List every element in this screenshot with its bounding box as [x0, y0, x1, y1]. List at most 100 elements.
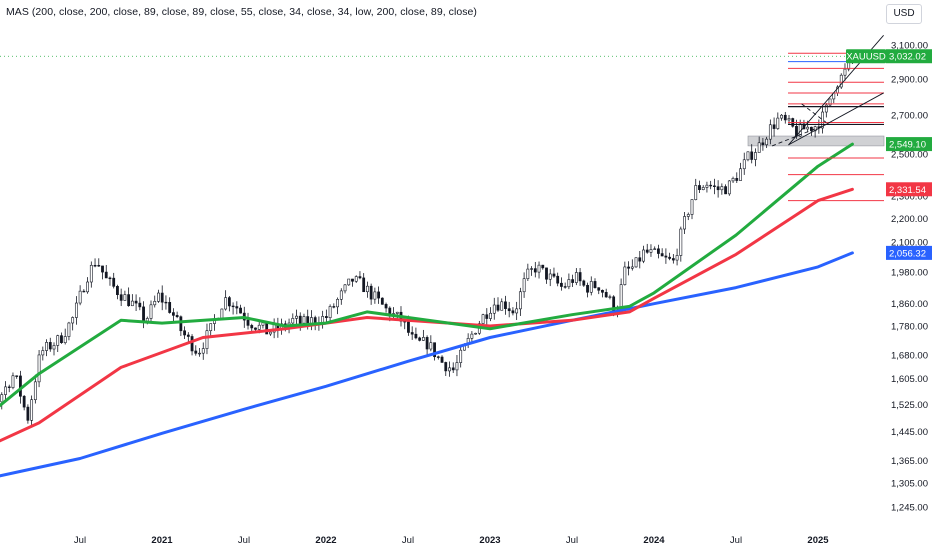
candle-body — [511, 310, 515, 314]
y-axis-tick-label: 1,860.00 — [891, 299, 928, 310]
candle-body — [291, 318, 295, 324]
candle-body — [384, 304, 388, 309]
candle-body — [19, 375, 22, 397]
candle-body — [436, 356, 440, 358]
candle-body — [175, 315, 179, 318]
level-lines-layer — [771, 34, 884, 202]
candle-body — [649, 249, 653, 253]
moving-average-line-3 — [0, 142, 854, 408]
candle-body — [358, 276, 362, 279]
candle-body — [433, 342, 436, 358]
candle-body — [134, 300, 138, 304]
candle-body — [250, 325, 254, 329]
candle-body — [541, 264, 545, 269]
candle-body — [671, 258, 675, 261]
candle-body — [86, 281, 89, 293]
candle-body — [157, 292, 160, 302]
candle-body — [709, 184, 713, 187]
candle-body — [660, 253, 664, 257]
x-axis-tick-label: 2021 — [151, 535, 173, 546]
candle-body — [686, 214, 690, 217]
candle-body — [787, 118, 791, 121]
candle-body — [82, 290, 86, 293]
candle-body — [645, 249, 649, 253]
candle-body — [15, 375, 19, 377]
candle-body — [149, 304, 153, 319]
candle-body — [377, 291, 381, 299]
currency-button[interactable]: USD — [886, 4, 922, 24]
candle-body — [757, 142, 761, 153]
candle-body — [530, 268, 533, 270]
x-axis-tick-label: Jul — [402, 535, 414, 546]
candle-body — [254, 327, 257, 330]
candle-body — [533, 268, 537, 273]
candle-body — [440, 356, 444, 363]
candle-body — [257, 324, 261, 330]
candle-body — [560, 282, 563, 287]
candle-body — [735, 178, 739, 181]
price-badges-layer: XAUUSD 3,032.02 2,549.10 2,331.54 2,056.32 — [846, 49, 932, 260]
candle-body — [668, 256, 672, 259]
candle-body — [806, 126, 810, 130]
candle-body — [638, 257, 642, 262]
candle-body — [772, 124, 776, 129]
y-axis-tick-label: 1,245.00 — [891, 503, 928, 514]
candle-body — [22, 395, 26, 408]
moving-average-line-2 — [0, 187, 854, 443]
candle-body — [30, 399, 34, 421]
candle-body — [142, 306, 145, 322]
candle-body — [698, 185, 701, 190]
candle-body — [127, 294, 131, 307]
candle-body — [227, 297, 231, 307]
candle-body — [201, 348, 205, 354]
moving-average-line-1 — [0, 251, 854, 478]
candle-body — [104, 271, 108, 279]
candle-body — [421, 337, 425, 341]
candle-body — [209, 323, 213, 332]
candle-body — [694, 185, 698, 200]
candle-body — [720, 186, 724, 191]
candle-body — [235, 306, 239, 309]
candle-body — [343, 284, 347, 292]
candle-body — [171, 312, 175, 316]
candle-body — [724, 186, 727, 195]
candle-body — [93, 264, 97, 267]
candle-body — [742, 159, 746, 170]
candle-body — [601, 289, 604, 293]
candle-body — [418, 337, 422, 341]
candle-body — [485, 314, 489, 319]
price-badge-value: 2,056.32 — [889, 248, 926, 259]
candle-body — [474, 332, 478, 335]
candle-body — [354, 276, 358, 282]
candle-body — [205, 330, 209, 349]
candle-body — [239, 307, 242, 314]
candle-body — [52, 345, 56, 350]
candle-body — [578, 272, 582, 282]
price-badge-value: 2,549.10 — [889, 140, 926, 151]
candle-body — [336, 299, 339, 308]
candle-body — [116, 286, 119, 295]
price-badge: 2,331.54 — [886, 182, 932, 197]
candle-body — [765, 138, 769, 146]
candle-body — [332, 306, 336, 308]
price-badge-bg — [886, 182, 932, 197]
candle-body — [455, 362, 459, 371]
candle-body — [705, 184, 709, 188]
trend-line — [788, 92, 884, 146]
candle-body — [4, 386, 7, 395]
candle-body — [556, 275, 560, 284]
candle-body — [537, 264, 541, 273]
y-axis-tick-label: 2,200.00 — [891, 214, 928, 225]
candle-body — [41, 350, 45, 356]
symbol-label: XAUUSD — [846, 52, 886, 63]
candle-body — [664, 255, 668, 258]
candle-body — [589, 281, 593, 293]
indicator-legend[interactable]: MAS (200, close, 200, close, 89, close, … — [6, 6, 477, 18]
candle-body — [123, 294, 127, 301]
price-badge: 2,056.32 — [886, 245, 932, 260]
candle-body — [194, 350, 198, 354]
price-badge-value: 2,331.54 — [889, 185, 926, 196]
candle-body — [727, 180, 731, 195]
candle-body — [37, 354, 41, 383]
